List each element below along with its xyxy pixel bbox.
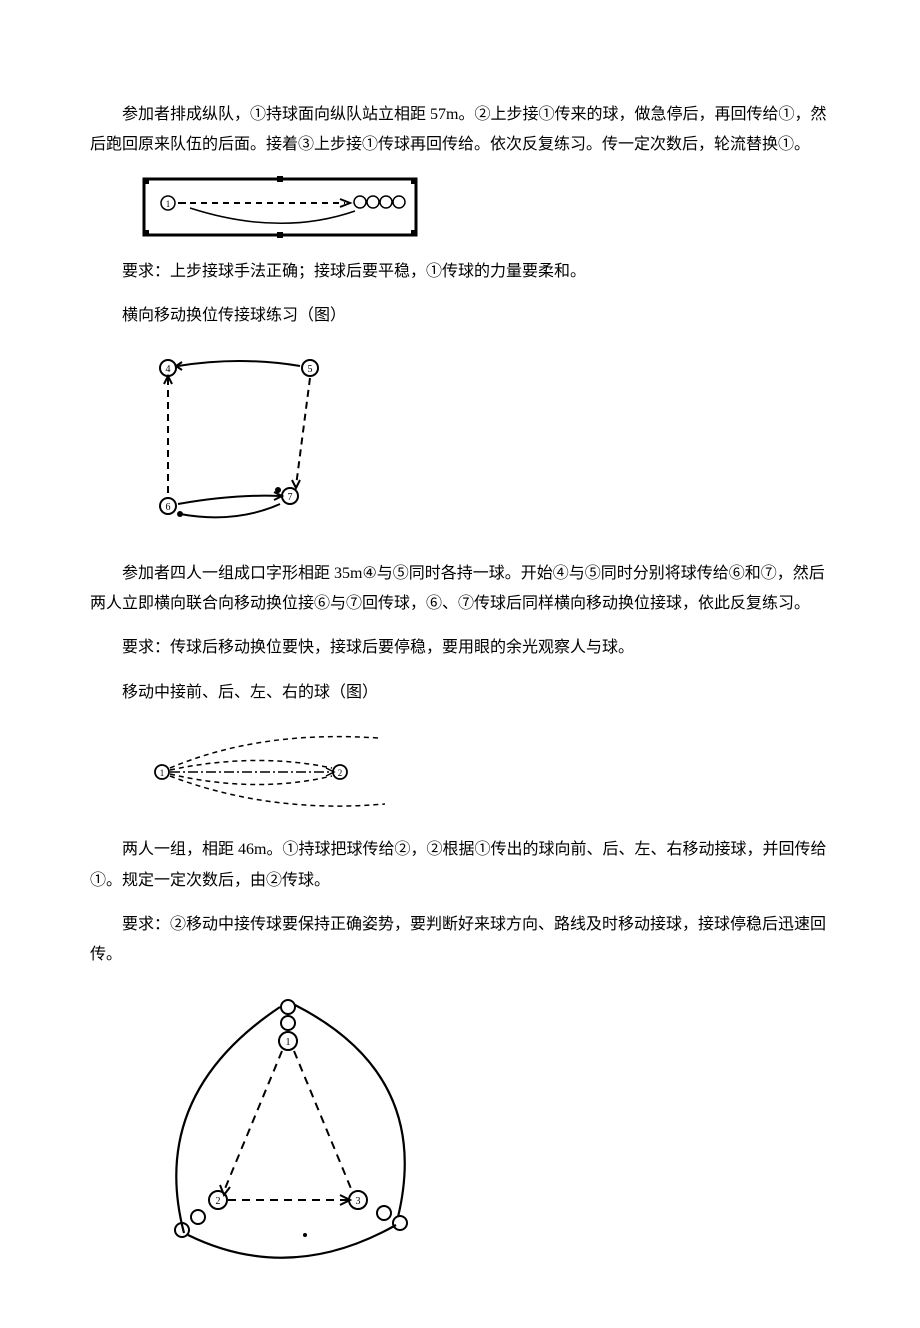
svg-text:1: 1	[166, 199, 171, 209]
diagram-1: 1	[140, 175, 830, 239]
svg-text:6: 6	[166, 502, 171, 513]
svg-text:4: 4	[166, 364, 171, 375]
svg-text:3: 3	[356, 1196, 361, 1207]
paragraph-8: 要求：②移动中接传球要保持正确姿势，要判断好来球方向、路线及时移动接球，接球停稳…	[90, 910, 830, 971]
paragraph-2: 要求：上步接球手法正确；接球后要平稳，①传球的力量要柔和。	[90, 257, 830, 287]
svg-text:2: 2	[216, 1196, 221, 1207]
paragraph-3: 横向移动换位传接球练习（图）	[90, 301, 830, 331]
paragraph-6: 移动中接前、后、左、右的球（图）	[90, 678, 830, 708]
diagram-2: 4 5 6 7	[140, 346, 830, 541]
paragraph-7: 两人一组，相距 46m。①持球把球传给②，②根据①传出的球向前、后、左、右移动接…	[90, 835, 830, 896]
svg-text:5: 5	[308, 364, 313, 375]
svg-text:2: 2	[338, 768, 343, 778]
svg-text:1: 1	[286, 1037, 291, 1048]
svg-text:7: 7	[288, 492, 293, 503]
svg-text:1: 1	[160, 768, 165, 778]
paragraph-1: 参加者排成纵队，①持球面向纵队站立相距 57m。②上步接①传来的球，做急停后，再…	[90, 100, 830, 161]
diagram-3: 1 2	[140, 722, 830, 817]
diagram-4: 1 2 3	[140, 985, 830, 1270]
paragraph-4: 参加者四人一组成口字形相距 35m④与⑤同时各持一球。开始④与⑤同时分别将球传给…	[90, 559, 830, 620]
paragraph-5: 要求：传球后移动换位要快，接球后要停稳，要用眼的余光观察人与球。	[90, 633, 830, 663]
